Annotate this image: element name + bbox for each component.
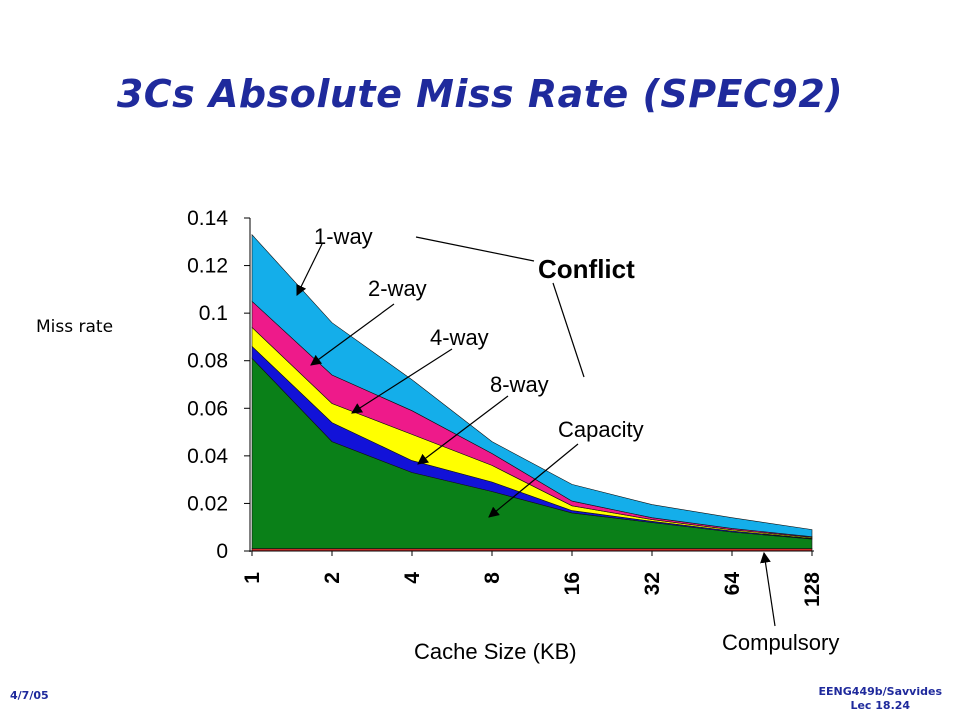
label-compulsory: Compulsory xyxy=(722,630,839,655)
y-ticks-layer: 0 0.02 0.04 0.06 0.08 0.1 0.12 0.14 xyxy=(187,207,250,563)
footer-date: 4/7/05 xyxy=(10,689,49,702)
x-tick-label: 16 xyxy=(561,572,584,595)
x-tick-label: 4 xyxy=(401,572,424,584)
annotations-layer: 1-way 2-way 4-way 8-way Capacity Compuls… xyxy=(296,224,839,655)
y-tick-label: 0.12 xyxy=(187,255,228,278)
conflict-leader-bottom xyxy=(552,282,585,378)
arrow-8-way xyxy=(417,395,509,465)
slide-title: 3Cs Absolute Miss Rate (SPEC92) xyxy=(116,72,844,116)
footer-lecture-number: Lec 18.24 xyxy=(850,699,911,712)
label-1-way: 1-way xyxy=(314,224,373,249)
footer-course-name: EENG449b/Savvides xyxy=(818,685,942,698)
y-axis-label: Miss rate xyxy=(36,317,113,337)
y-tick-label: 0 xyxy=(216,540,228,563)
arrow-2-way xyxy=(310,303,395,366)
x-tick-label: 8 xyxy=(481,572,504,584)
y-tick-label: 0.04 xyxy=(187,445,228,468)
x-tick-label: 128 xyxy=(801,572,824,607)
x-tick-label: 1 xyxy=(241,572,264,584)
label-2-way: 2-way xyxy=(368,276,427,301)
x-tick-label: 32 xyxy=(641,572,664,595)
arrow-compulsory xyxy=(760,551,776,627)
label-8-way: 8-way xyxy=(490,372,549,397)
arrow-1-way xyxy=(296,243,323,296)
x-tick-label: 2 xyxy=(321,572,344,584)
label-4-way: 4-way xyxy=(430,325,489,350)
area-1-way xyxy=(251,233,813,538)
axes-layer xyxy=(249,218,814,552)
x-axis-label: Cache Size (KB) xyxy=(414,639,577,664)
label-capacity: Capacity xyxy=(558,417,644,442)
label-conflict: Conflict xyxy=(538,254,635,284)
arrow-4-way xyxy=(351,348,453,414)
footer-course-info: EENG449b/Savvides Lec 18.24 xyxy=(819,685,942,713)
arrow-capacity xyxy=(488,443,579,518)
x-ticks-layer: 1 2 4 8 16 32 64 128 xyxy=(241,551,824,607)
y-tick-label: 0.02 xyxy=(187,492,228,515)
y-tick-label: 0.1 xyxy=(199,302,228,325)
y-tick-label: 0.08 xyxy=(187,350,228,373)
y-tick-label: 0.14 xyxy=(187,207,228,230)
conflict-leader-top xyxy=(415,236,535,262)
y-tick-label: 0.06 xyxy=(187,397,228,420)
x-tick-label: 64 xyxy=(721,572,744,596)
